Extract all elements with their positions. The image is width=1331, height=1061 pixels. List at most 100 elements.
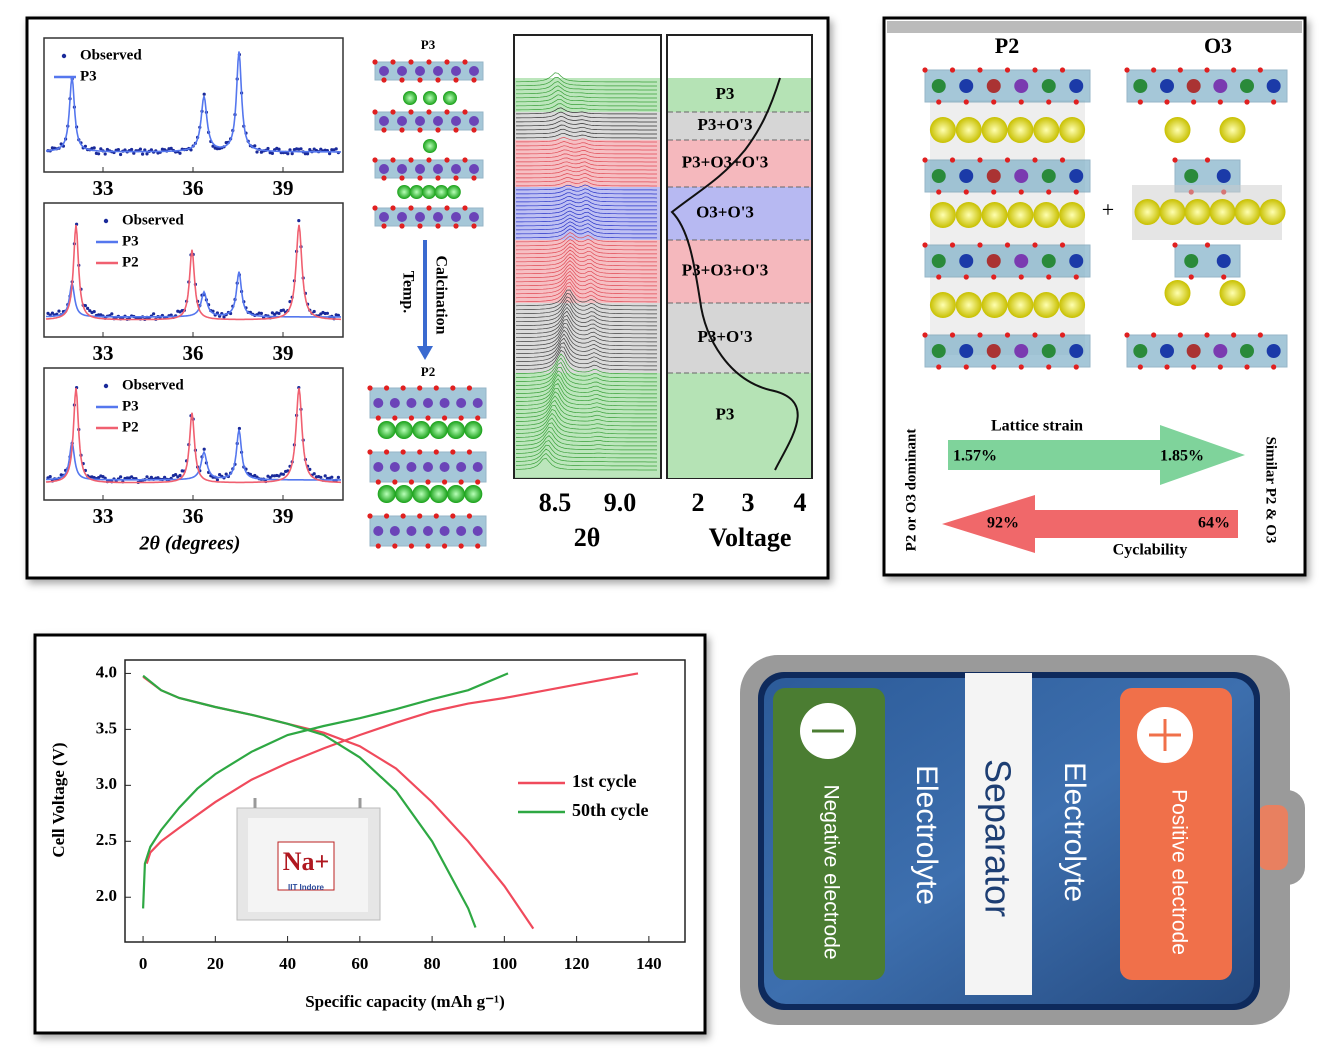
- observed-point: [97, 152, 101, 156]
- metal-atom: [1240, 344, 1254, 358]
- oxygen-atom: [408, 415, 415, 421]
- oxygen-atom: [1004, 157, 1011, 163]
- observed-point: [253, 144, 257, 148]
- oxygen-atom: [1137, 99, 1143, 105]
- metal-atom: [931, 344, 946, 358]
- oxygen-atom: [466, 513, 473, 519]
- observed-point: [290, 152, 294, 156]
- diffraction-trace: [516, 192, 658, 199]
- oxygen-atom: [1191, 364, 1197, 370]
- diffraction-trace: [516, 196, 658, 203]
- oxygen-atom: [367, 513, 373, 519]
- x-tick-label: 100: [492, 954, 518, 973]
- oxygen-atom: [383, 449, 390, 455]
- x-tick-label: 39: [273, 176, 294, 200]
- phase-label: P3+O'3: [697, 115, 752, 134]
- oxygen-atom: [372, 109, 378, 115]
- separator: [965, 673, 1032, 995]
- observed-point: [178, 151, 182, 155]
- oxygen-atom: [435, 175, 441, 181]
- polyhedra-layer: [924, 244, 1091, 278]
- oxygen-atom: [375, 543, 381, 549]
- x-axis-label: Voltage: [709, 523, 792, 552]
- oxygen-atom: [417, 513, 423, 519]
- diffraction-trace: [515, 430, 657, 447]
- oxygen-atom: [1059, 67, 1066, 73]
- metal-atom: [1160, 79, 1174, 93]
- diffraction-trace: [516, 370, 657, 391]
- metal-atom: [433, 116, 443, 126]
- diffraction-trace: [516, 366, 657, 387]
- arrow-head: [417, 346, 433, 360]
- oxygen-atom: [453, 127, 459, 133]
- observed-point: [145, 475, 149, 479]
- sodium-atom: [1164, 117, 1191, 143]
- metal-atom: [1014, 254, 1029, 268]
- oxygen-atom: [1032, 67, 1038, 73]
- diffraction-trace: [515, 405, 657, 423]
- diffraction-trace: [515, 399, 657, 419]
- oxygen-atom: [381, 127, 387, 133]
- metal-atom: [379, 66, 389, 76]
- metal-atom: [423, 462, 433, 472]
- diffraction-trace: [516, 310, 657, 331]
- strain-value: 1.57%: [953, 448, 997, 465]
- diffraction-trace: [515, 448, 657, 463]
- diffraction-trace: [516, 72, 657, 83]
- oxygen-atom: [375, 415, 381, 421]
- diffraction-trace: [516, 199, 657, 207]
- oxygen-atom: [390, 205, 396, 211]
- side-label: P2 or O3 dominant: [903, 429, 919, 552]
- diffraction-trace: [515, 435, 657, 451]
- observed-point: [312, 472, 316, 476]
- diffraction-trace: [516, 303, 657, 323]
- metal-atom: [415, 66, 425, 76]
- sodium-atom: [412, 485, 431, 503]
- diffraction-trace: [516, 172, 657, 179]
- diffraction-trace: [516, 107, 657, 115]
- oxygen-atom: [399, 175, 405, 181]
- phase-band: [668, 303, 811, 373]
- metal-atom: [1266, 344, 1281, 358]
- sodium-atom: [434, 185, 449, 199]
- diffraction-trace: [516, 362, 657, 383]
- observed-point: [308, 148, 312, 152]
- metal-atom: [389, 526, 400, 536]
- oxygen-atom: [417, 175, 423, 181]
- phase-label: P3: [716, 84, 735, 103]
- oxygen-atom: [426, 157, 432, 163]
- oxygen-atom: [1073, 99, 1079, 105]
- oxygen-atom: [381, 175, 387, 181]
- sodium-atom: [981, 117, 1008, 143]
- x-tick-label: 3: [742, 488, 755, 517]
- diffraction-trace: [515, 391, 657, 411]
- diffraction-trace: [516, 145, 657, 151]
- metal-atom: [451, 212, 461, 222]
- oxygen-atom: [1046, 99, 1052, 105]
- sodium-atom: [397, 185, 412, 199]
- oxygen-atom: [450, 513, 456, 519]
- legend-label: P3: [122, 233, 139, 249]
- sodium-atom: [464, 421, 483, 439]
- terminal-tab: [1258, 805, 1288, 870]
- diffraction-trace: [516, 319, 657, 339]
- oxygen-atom: [963, 189, 969, 195]
- x-tick-label: 36: [183, 176, 204, 200]
- x-tick-label: 2: [692, 488, 705, 517]
- metal-atom: [397, 164, 407, 174]
- sodium-atom: [929, 117, 956, 143]
- observed-point: [330, 475, 334, 479]
- metal-atom: [406, 526, 417, 536]
- sodium-atom: [422, 185, 436, 199]
- structure-label: P2: [421, 364, 435, 379]
- metal-atom: [1014, 169, 1029, 183]
- diffraction-trace: [516, 253, 657, 267]
- oxygen-atom: [1046, 274, 1052, 280]
- oxygen-atom: [435, 127, 441, 133]
- oxygen-atom: [1244, 364, 1250, 370]
- oxygen-atom: [458, 543, 464, 549]
- metal-atom: [1069, 169, 1084, 183]
- observed-point: [202, 92, 206, 96]
- oxygen-atom: [471, 127, 477, 133]
